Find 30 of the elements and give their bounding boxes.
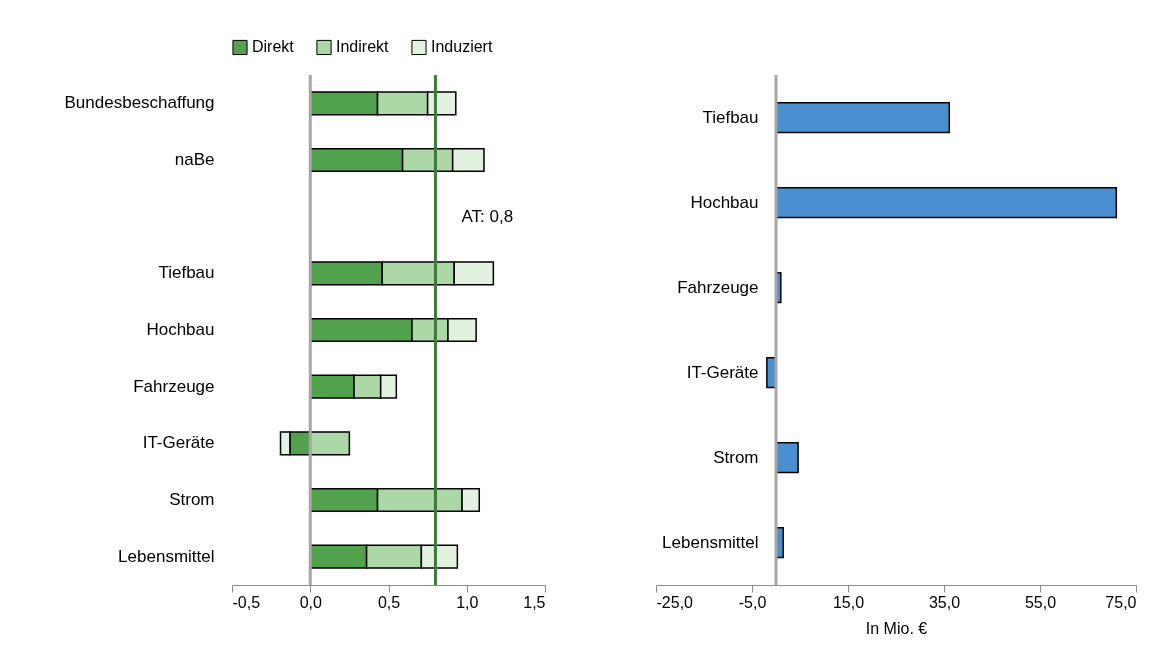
x-tick-label: 55,0	[1024, 593, 1057, 611]
x-tick-label: 0,0	[299, 593, 322, 611]
x-tick-label: 0,5	[377, 593, 401, 611]
x-tick-label: -0,5	[232, 593, 261, 611]
y-tick-label: Strom	[713, 447, 759, 467]
x-tick-label: 75,0	[1105, 593, 1137, 611]
y-tick-label: IT-Geräte	[686, 362, 759, 382]
x-tick-label: 15,0	[832, 593, 865, 611]
y-tick-label: Bundesbeschaffung	[64, 93, 215, 113]
legend-label: Direkt	[252, 38, 295, 56]
ref-line-label: AT: 0,8	[461, 206, 514, 226]
y-tick-label: Fahrzeuge	[677, 277, 759, 297]
x-tick-label: 1,0	[456, 593, 479, 611]
y-tick-label: Fahrzeuge	[133, 376, 215, 396]
y-tick-label: Lebensmittel	[662, 532, 759, 552]
legend-label: Induziert	[431, 38, 493, 56]
x-tick-label: -5,0	[738, 593, 767, 611]
y-tick-label: IT-Geräte	[142, 433, 215, 453]
x-axis-title: In Mio. €	[865, 619, 928, 637]
x-tick-label: 1,5	[523, 593, 546, 611]
y-tick-label: naBe	[174, 150, 215, 169]
y-tick-label: Strom	[169, 490, 215, 509]
legend-label: Indirekt	[336, 38, 390, 56]
x-tick-label: -25,0	[656, 593, 694, 611]
y-tick-label: Lebensmittel	[118, 546, 215, 566]
y-tick-label: Tiefbau	[702, 107, 759, 127]
y-tick-label: Hochbau	[690, 192, 759, 212]
y-tick-label: Hochbau	[146, 320, 215, 339]
x-tick-label: 35,0	[928, 593, 961, 611]
y-tick-label: Tiefbau	[158, 263, 215, 283]
